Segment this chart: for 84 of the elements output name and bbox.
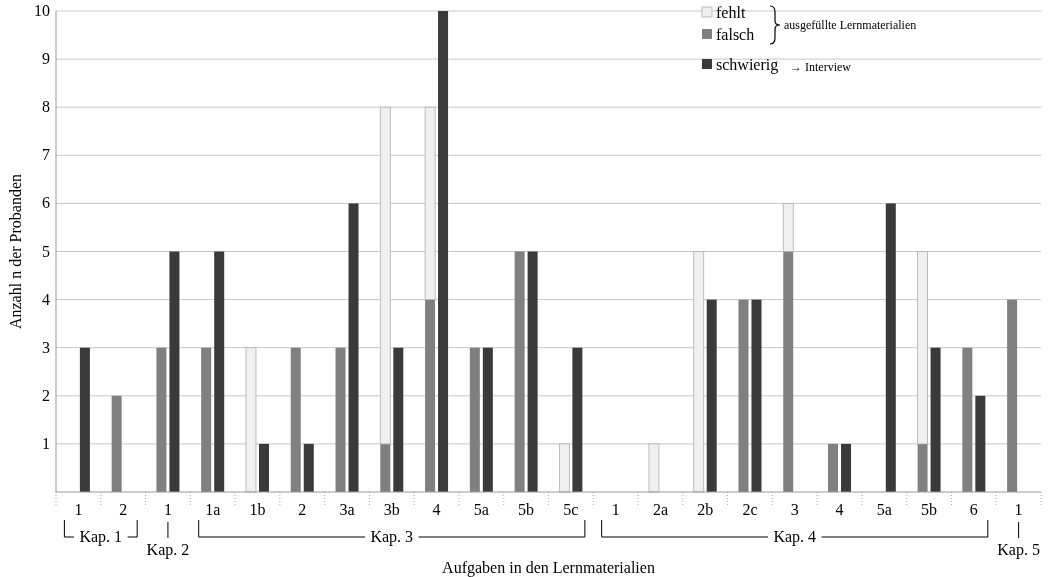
text: Kap. 2	[146, 541, 190, 559]
bar	[245, 347, 257, 493]
y-tick-label: 6	[42, 194, 50, 212]
bar	[917, 251, 928, 445]
text: Kap. 1	[79, 528, 123, 546]
bar	[514, 251, 525, 492]
bar	[917, 443, 928, 492]
bar	[930, 347, 941, 492]
bar	[169, 251, 180, 492]
x-tick-label: 2b	[697, 501, 714, 518]
y-tick-label: 10	[34, 2, 50, 19]
bar	[482, 347, 493, 492]
bar	[648, 443, 660, 493]
x-tick-label: 5b	[518, 501, 535, 518]
bar	[303, 443, 314, 492]
bar	[751, 299, 762, 492]
bar	[572, 347, 583, 492]
text: Kap. 5	[997, 541, 1040, 559]
bar	[738, 299, 749, 492]
bar	[706, 299, 717, 492]
annotation: → Interview	[790, 60, 852, 74]
bar	[1007, 299, 1018, 492]
bar	[828, 443, 839, 492]
legend-label: fehlt	[716, 4, 746, 21]
x-tick-label: 1a	[205, 501, 221, 518]
legend-label: falsch	[716, 26, 755, 43]
bar	[379, 106, 391, 445]
x-tick-label: 2	[119, 501, 128, 518]
bar	[975, 395, 986, 492]
text: Kap. 4	[773, 528, 817, 546]
y-tick-label: 5	[42, 242, 50, 260]
bar	[693, 251, 705, 493]
x-tick-label: 2	[298, 501, 307, 518]
annotation: ausgefüllte Lernmaterialien	[784, 18, 917, 32]
bar	[558, 443, 570, 493]
x-axis-title: Aufgaben in den Lernmaterialien	[442, 559, 655, 577]
x-tick-label: 6	[969, 501, 978, 518]
bar	[348, 203, 359, 492]
bar	[783, 251, 794, 492]
x-tick-label: 3b	[383, 501, 400, 518]
bar	[527, 251, 538, 492]
x-tick-label: 5b	[921, 501, 938, 518]
x-tick-label: 3	[790, 501, 799, 518]
x-tick-label: 5c	[563, 501, 579, 518]
x-tick-label: 5a	[473, 501, 489, 518]
bar	[258, 443, 269, 492]
bar	[962, 347, 973, 492]
x-tick-label: 1	[1014, 501, 1023, 518]
y-tick-label: 1	[42, 434, 50, 452]
x-tick-label: 1	[74, 501, 83, 518]
bar	[214, 251, 225, 492]
y-tick-label: 3	[42, 338, 50, 356]
text: Kap. 3	[370, 528, 414, 546]
y-tick-label: 2	[42, 386, 50, 404]
x-tick-label: 2a	[652, 501, 668, 518]
y-tick-label: 9	[42, 50, 50, 68]
bar	[841, 443, 852, 492]
x-tick-label: 4	[432, 501, 441, 518]
x-tick-label: 1b	[249, 501, 266, 518]
x-tick-label: 4	[835, 501, 844, 518]
bar	[156, 347, 167, 492]
bar	[79, 347, 90, 492]
bar	[111, 395, 122, 492]
bar	[425, 299, 436, 492]
bar	[290, 347, 301, 492]
bar	[380, 443, 391, 492]
legend-label: schwierig	[716, 56, 779, 74]
bar	[424, 106, 436, 300]
bar	[201, 347, 212, 492]
x-tick-label: 3a	[339, 501, 355, 518]
bar	[782, 203, 794, 252]
y-tick-label: 7	[42, 146, 50, 164]
bar	[393, 347, 404, 492]
x-tick-label: 2c	[742, 501, 758, 518]
bar	[335, 347, 346, 492]
bar	[438, 11, 449, 492]
y-tick-label: 8	[42, 98, 50, 116]
x-tick-label: 1	[611, 501, 620, 518]
y-axis-title: Anzahl n der Probanden	[7, 173, 24, 330]
x-tick-label: 1	[163, 501, 172, 518]
bar	[469, 347, 480, 492]
bar	[885, 203, 896, 492]
y-tick-label: 4	[42, 290, 50, 308]
x-tick-label: 5a	[876, 501, 892, 518]
